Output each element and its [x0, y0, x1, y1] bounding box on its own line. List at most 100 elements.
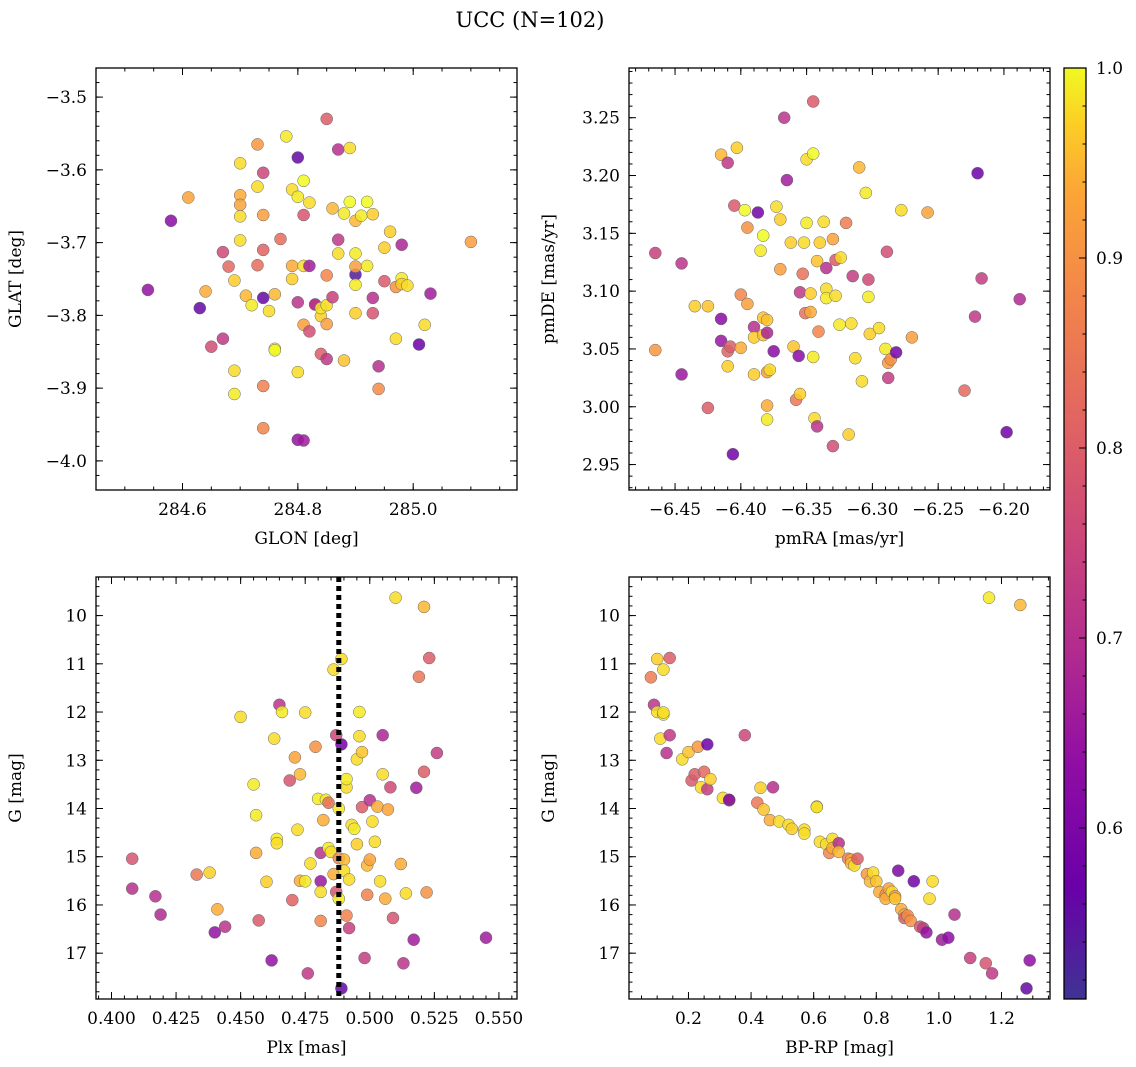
- y-tick-label: 16: [65, 896, 87, 916]
- data-point: [675, 368, 688, 381]
- data-point: [650, 652, 664, 666]
- y-tick-label: 13: [65, 751, 87, 771]
- data-point: [741, 297, 754, 311]
- data-point: [810, 254, 824, 268]
- y-tick-label: 2.95: [582, 456, 620, 476]
- data-point: [963, 951, 977, 965]
- data-point: [975, 272, 988, 285]
- data-point: [1013, 292, 1026, 306]
- data-point: [233, 234, 247, 247]
- data-point: [366, 306, 380, 320]
- data-point: [340, 909, 353, 922]
- data-point: [233, 198, 247, 212]
- data-point: [268, 344, 282, 357]
- data-point: [251, 258, 264, 272]
- x-axis-label: Plx [mas]: [266, 1038, 346, 1058]
- data-point: [722, 793, 736, 807]
- axes-frame: [95, 67, 518, 491]
- data-point: [291, 190, 305, 204]
- y-tick-label: −3.9: [46, 379, 87, 399]
- data-point: [701, 401, 715, 415]
- x-axis-label: GLON [deg]: [254, 529, 358, 549]
- colorbar-tick-label: 0.8: [1096, 439, 1123, 459]
- data-point: [870, 875, 883, 888]
- data-point: [810, 800, 824, 814]
- data-point: [839, 216, 853, 230]
- data-point: [780, 173, 794, 187]
- axes-frame: [95, 576, 518, 1000]
- data-point: [285, 259, 299, 273]
- data-point: [239, 289, 253, 302]
- data-point: [797, 236, 811, 249]
- data-point: [793, 387, 807, 401]
- colorbar-tick-label: 0.9: [1096, 249, 1123, 269]
- scatter-points: [644, 591, 1036, 995]
- axes-frame: [628, 67, 1051, 491]
- y-axis-label: G [mag]: [6, 753, 26, 822]
- data-point: [233, 210, 247, 223]
- y-tick-label: 13: [598, 751, 620, 771]
- data-point: [154, 908, 167, 921]
- data-point: [741, 221, 754, 234]
- data-point: [317, 813, 330, 827]
- data-point: [379, 892, 392, 905]
- data-point: [826, 232, 840, 246]
- data-point: [904, 914, 917, 928]
- y-tick-label: −3.6: [46, 161, 87, 181]
- data-point: [701, 299, 715, 313]
- data-point: [314, 914, 327, 928]
- data-point: [757, 803, 770, 816]
- data-point: [378, 241, 391, 254]
- data-point: [320, 112, 333, 126]
- y-tick-label: 3.10: [582, 282, 620, 302]
- data-point: [293, 768, 307, 781]
- data-point: [125, 852, 139, 865]
- data-point: [754, 244, 767, 257]
- data-point: [842, 428, 855, 441]
- data-point: [348, 822, 361, 836]
- data-point: [812, 325, 825, 338]
- data-point: [796, 267, 809, 281]
- data-point: [286, 893, 299, 907]
- data-point: [360, 888, 374, 902]
- y-tick-label: 15: [598, 848, 620, 868]
- y-tick-label: 11: [65, 655, 87, 675]
- data-point: [834, 251, 848, 264]
- data-point: [256, 243, 270, 257]
- y-tick-label: 15: [65, 848, 87, 868]
- data-point: [376, 728, 389, 742]
- x-tick-label: −6.30: [846, 500, 898, 520]
- data-point: [804, 287, 817, 300]
- data-point: [331, 143, 345, 156]
- data-point: [378, 274, 391, 288]
- data-point: [813, 236, 827, 249]
- data-point: [297, 434, 310, 447]
- x-tick-label: −6.35: [781, 500, 833, 520]
- data-point: [256, 291, 270, 305]
- data-point: [863, 327, 877, 341]
- data-point: [164, 214, 178, 228]
- data-point: [256, 379, 270, 393]
- data-point: [724, 340, 737, 353]
- data-point: [846, 269, 859, 283]
- data-point: [141, 283, 155, 297]
- data-point: [920, 926, 933, 939]
- colorbar-tick-label: 0.7: [1096, 629, 1123, 649]
- data-point: [784, 236, 798, 249]
- data-point: [245, 298, 258, 312]
- data-point: [182, 191, 195, 204]
- data-point: [726, 447, 740, 461]
- data-point: [349, 260, 362, 273]
- data-point: [657, 706, 670, 719]
- x-tick-label: 284.8: [274, 500, 323, 520]
- data-point: [879, 342, 892, 356]
- data-point: [895, 203, 908, 217]
- data-point: [1023, 954, 1036, 967]
- data-point: [942, 931, 955, 944]
- x-tick-label: −6.25: [912, 500, 964, 520]
- figure-title: UCC (N=102): [456, 8, 605, 32]
- data-point: [216, 332, 230, 345]
- data-point: [923, 892, 936, 905]
- data-point: [806, 95, 820, 108]
